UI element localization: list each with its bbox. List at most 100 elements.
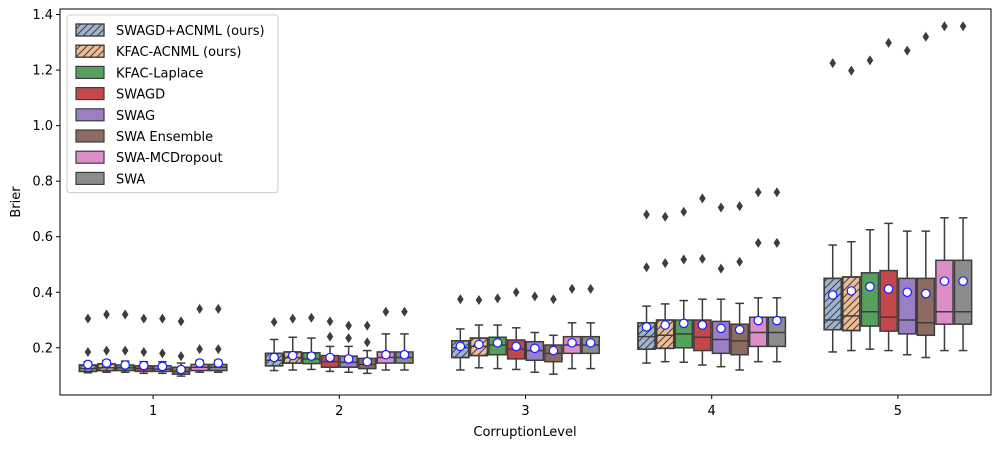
- mean-marker: [492, 337, 503, 348]
- y-tick-label: 1.0: [32, 119, 53, 134]
- outlier-point: [587, 283, 594, 294]
- mean-marker: [176, 364, 186, 375]
- y-tick-label: 0.4: [32, 286, 53, 301]
- outlier-point: [289, 313, 297, 324]
- mean-marker: [641, 322, 652, 332]
- outlier-point: [363, 320, 371, 331]
- outlier-point: [177, 316, 185, 327]
- outlier-point: [196, 344, 203, 355]
- x-tick-label: 3: [521, 404, 529, 419]
- outlier-point: [531, 291, 539, 302]
- outlier-point: [754, 187, 762, 198]
- mean-marker: [474, 339, 484, 350]
- outlier-point: [84, 313, 92, 324]
- outlier-point: [643, 209, 650, 220]
- mean-marker: [660, 320, 670, 330]
- outlier-point: [103, 309, 110, 320]
- outlier-point: [457, 294, 464, 305]
- box-hatch: [842, 276, 861, 332]
- box: [879, 269, 898, 332]
- mean-marker: [772, 315, 782, 326]
- mean-marker: [381, 349, 391, 360]
- x-tick-label: 5: [894, 404, 902, 419]
- mean-marker: [287, 350, 298, 361]
- x-tick-label: 4: [708, 404, 716, 419]
- outlier-point: [475, 295, 483, 306]
- outlier-point: [773, 237, 781, 248]
- outlier-point: [736, 256, 743, 267]
- legend-label: KFAC-Laplace: [116, 66, 203, 81]
- outlier-point: [177, 351, 185, 362]
- mean-marker: [530, 343, 540, 354]
- series-6: [190, 21, 954, 373]
- legend-label: KFAC-ACNML (ours): [116, 45, 241, 60]
- legend: SWAGD+ACNML (ours) KFAC-ACNML (ours) KFAC-…: [66, 14, 279, 194]
- series-0: [78, 58, 843, 374]
- series-1: [97, 65, 861, 373]
- mean-marker: [399, 349, 410, 360]
- legend-swatch-hatch: [75, 23, 105, 37]
- box: [860, 272, 880, 327]
- mean-marker: [120, 360, 130, 370]
- outlier-point: [214, 344, 222, 355]
- mean-marker: [567, 337, 577, 348]
- legend-frame: [66, 14, 279, 194]
- mean-marker: [362, 356, 373, 367]
- outlier-point: [363, 337, 371, 348]
- outlier-point: [382, 306, 390, 317]
- mean-marker: [958, 276, 968, 286]
- mean-marker: [827, 290, 838, 300]
- legend-label: SWAGD: [116, 88, 165, 103]
- outlier-point: [159, 348, 166, 359]
- mean-marker: [269, 352, 279, 363]
- series-2: [115, 55, 880, 373]
- outlier-point: [959, 21, 967, 32]
- outlier-point: [680, 254, 688, 265]
- outlier-point: [494, 293, 501, 304]
- y-tick-label: 0.8: [32, 175, 53, 190]
- legend-label: SWAG: [116, 109, 155, 124]
- mean-marker: [511, 341, 521, 352]
- mean-marker: [548, 345, 559, 356]
- outlier-point: [661, 211, 669, 222]
- box: [916, 277, 936, 337]
- outlier-point: [140, 313, 148, 324]
- mean-marker: [716, 323, 726, 334]
- outlier-point: [140, 346, 148, 357]
- mean-marker: [697, 320, 708, 330]
- legend-swatch: [75, 108, 105, 122]
- box: [897, 277, 917, 335]
- outlier-point: [848, 65, 855, 76]
- mean-marker: [921, 288, 931, 299]
- mean-marker: [101, 358, 112, 368]
- outlier-point: [699, 253, 706, 264]
- outlier-point: [866, 55, 874, 66]
- mean-marker: [157, 361, 168, 372]
- box: [953, 259, 973, 325]
- series-3: [134, 37, 898, 375]
- outlier-point: [270, 316, 278, 327]
- mean-marker: [753, 315, 764, 326]
- y-axis-label: Brier: [9, 186, 24, 218]
- outlier-point: [736, 201, 743, 212]
- mean-marker: [678, 318, 689, 329]
- legend-swatch-hatch: [75, 44, 105, 58]
- mean-marker: [939, 276, 950, 286]
- legend-swatch: [75, 86, 105, 101]
- legend-label: SWA-MCDropout: [116, 151, 223, 166]
- y-tick-label: 0.2: [32, 341, 53, 356]
- legend-swatch: [75, 171, 105, 185]
- outlier-point: [214, 303, 222, 314]
- outlier-point: [643, 262, 650, 273]
- mean-marker: [325, 352, 335, 363]
- outlier-point: [773, 187, 781, 198]
- outlier-point: [699, 193, 706, 204]
- mean-marker: [846, 286, 857, 296]
- outlier-point: [159, 313, 166, 324]
- legend-label: SWA Ensemble: [116, 130, 213, 145]
- outlier-point: [308, 312, 315, 323]
- y-tick-label: 1.2: [32, 64, 53, 79]
- outlier-point: [829, 58, 837, 69]
- series-7: [208, 21, 973, 373]
